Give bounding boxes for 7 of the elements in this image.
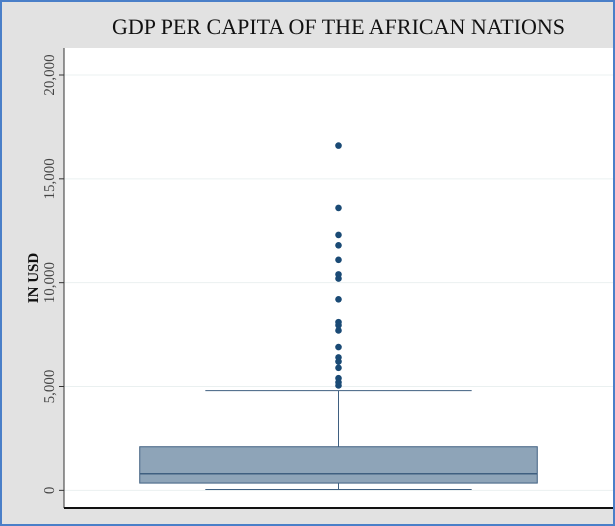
y-tick-label: 15,000 [42,158,58,200]
y-tick-label: 0 [42,486,58,494]
y-axis-title: IN USD [26,252,42,304]
y-tick-label: 5,000 [42,370,58,404]
chart-title: GDP PER CAPITA OF THE AFRICAN NATIONS [112,14,565,39]
y-tick-label: 20,000 [42,54,58,96]
y-tick-label: 10,000 [42,262,58,304]
